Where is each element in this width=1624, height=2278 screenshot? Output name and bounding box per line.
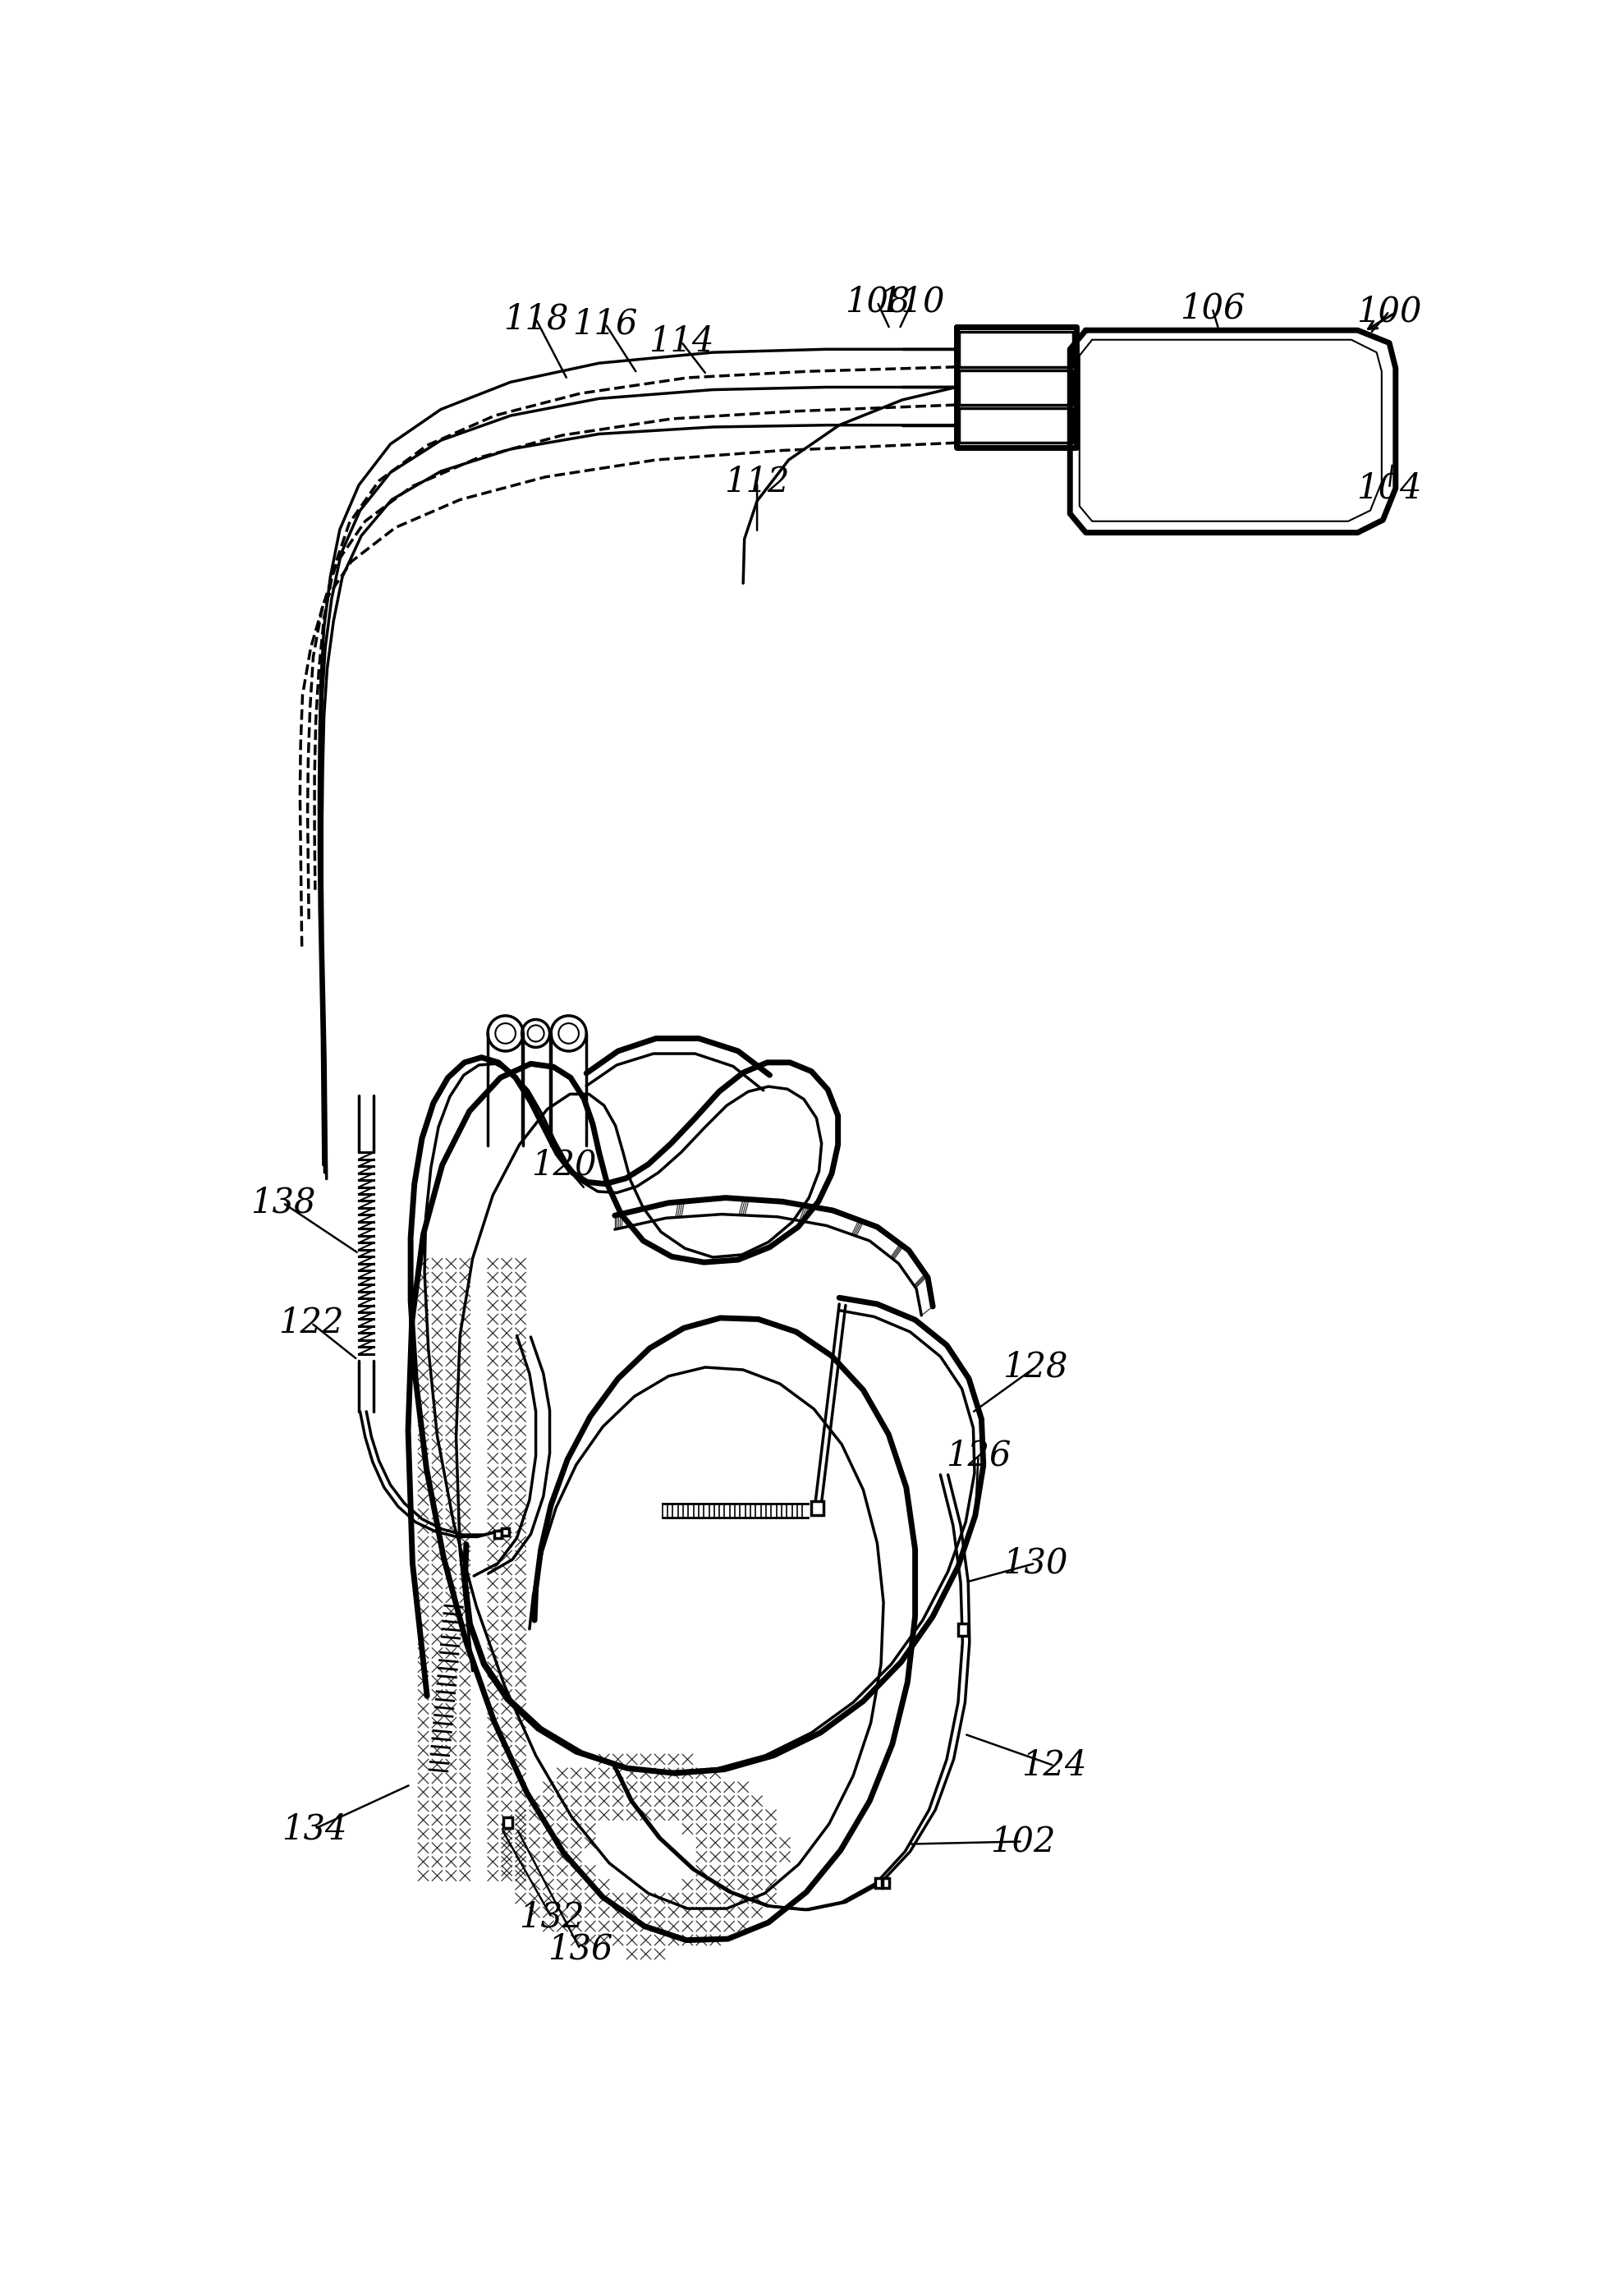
Bar — [494, 1531, 502, 1538]
Text: 122: 122 — [279, 1305, 344, 1339]
Text: 110: 110 — [879, 285, 945, 319]
Bar — [503, 1818, 513, 1827]
Text: 128: 128 — [1002, 1351, 1069, 1385]
Text: 130: 130 — [1002, 1547, 1069, 1581]
Bar — [810, 1501, 823, 1515]
Text: 108: 108 — [844, 285, 909, 319]
Bar — [875, 1877, 882, 1888]
Bar — [883, 1877, 890, 1888]
Bar — [958, 1624, 968, 1636]
Text: 132: 132 — [520, 1900, 585, 1934]
Text: 114: 114 — [648, 323, 715, 360]
Text: 106: 106 — [1179, 292, 1246, 326]
Text: 100: 100 — [1356, 294, 1423, 328]
Bar — [502, 1529, 510, 1535]
Text: 104: 104 — [1356, 472, 1423, 506]
Text: 118: 118 — [503, 301, 568, 337]
Text: 116: 116 — [573, 308, 638, 342]
Text: 138: 138 — [250, 1185, 315, 1221]
Text: 136: 136 — [547, 1932, 612, 1966]
Text: 112: 112 — [724, 465, 789, 499]
Text: 126: 126 — [945, 1437, 1012, 1474]
Text: 120: 120 — [531, 1148, 598, 1182]
Text: 134: 134 — [283, 1811, 348, 1845]
Text: 124: 124 — [1021, 1750, 1086, 1784]
Text: 102: 102 — [991, 1825, 1056, 1859]
